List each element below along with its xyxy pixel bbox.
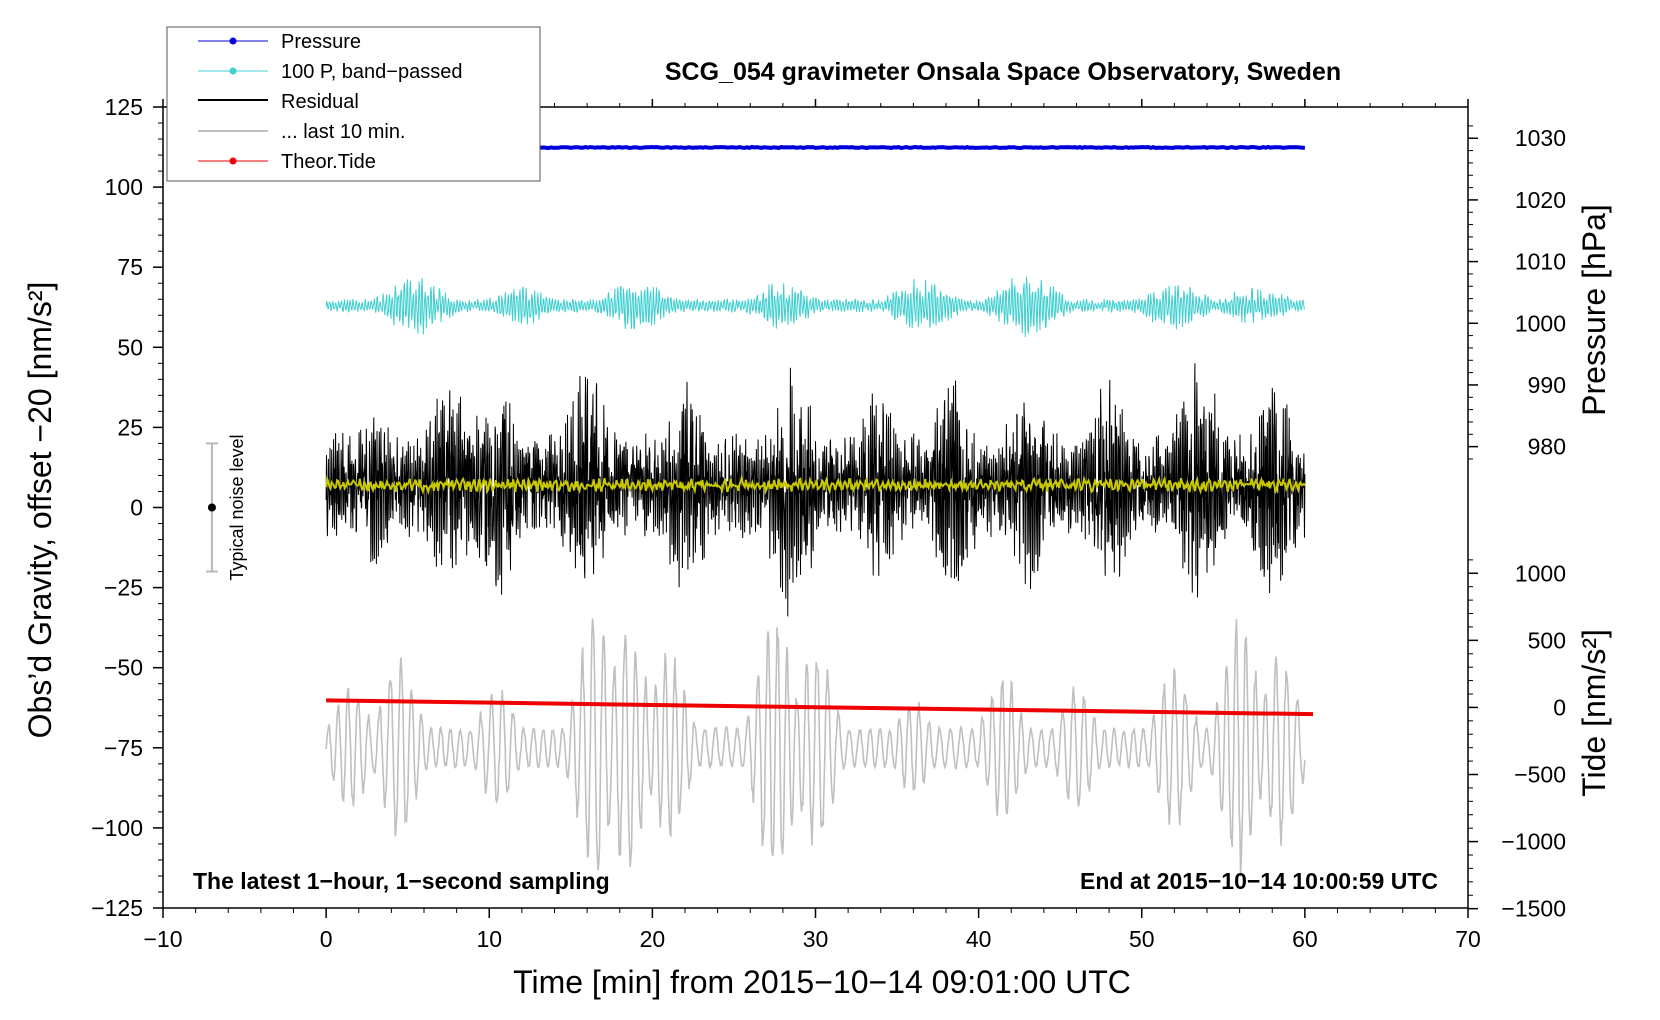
legend-label-bandpassed: 100 P, band−passed <box>281 61 462 83</box>
tide-axis-title: Tide [nm/s²] <box>1576 629 1612 797</box>
series-residual <box>325 363 1306 617</box>
y-axis-title: Obs’d Gravity, offset −20 [nm/s²] <box>22 282 58 739</box>
pressure-tick-label: 1030 <box>1515 125 1566 151</box>
y-tick-label: 125 <box>105 94 143 120</box>
pressure-tick-label: 980 <box>1528 434 1566 460</box>
legend: Pressure 100 P, band−passed Residual ...… <box>166 26 541 182</box>
legend-label-tide: Theor.Tide <box>281 151 376 173</box>
pressure-tick-label: 1020 <box>1515 187 1566 213</box>
annotation-right: End at 2015−10−14 10:00:59 UTC <box>1080 868 1438 894</box>
tide-tick-label: −500 <box>1514 762 1566 788</box>
tide-tick-label: −1500 <box>1501 896 1566 922</box>
x-tick-label: 10 <box>476 926 502 952</box>
series-band-passed-pressure <box>325 276 1306 338</box>
y-tick-label: −100 <box>91 815 143 841</box>
y-tick-label: −125 <box>91 895 143 921</box>
series-smoothed-residual <box>325 474 1306 496</box>
series-theoretical-tide <box>326 698 1314 717</box>
annotation-left: The latest 1−hour, 1−second sampling <box>193 868 610 894</box>
legend-label-last10: ... last 10 min. <box>281 121 406 143</box>
noise-level-indicator: Typical noise level <box>205 434 247 581</box>
y-tick-label: 50 <box>117 334 143 360</box>
pressure-axis-title: Pressure [hPa] <box>1576 204 1612 416</box>
y-tick-label: −50 <box>104 655 143 681</box>
x-tick-label: 70 <box>1455 926 1481 952</box>
y-tick-label: 100 <box>105 174 143 200</box>
x-tick-label: 0 <box>320 926 333 952</box>
y-tick-label: −75 <box>104 735 143 761</box>
series-layer <box>325 144 1314 877</box>
legend-marker-bandpassed <box>229 67 237 75</box>
y-tick-label: 0 <box>130 495 143 521</box>
tide-tick-label: 500 <box>1528 627 1566 653</box>
chart-title: SCG_054 gravimeter Onsala Space Observat… <box>665 58 1341 86</box>
y-tick-label: 25 <box>117 414 143 440</box>
y-tick-label: −25 <box>104 575 143 601</box>
axes-layer: −10 0 10 20 30 40 50 60 70−125−100−75−50−2502550… <box>91 94 1566 952</box>
legend-label-pressure: Pressure <box>281 31 361 53</box>
legend-marker-pressure <box>229 37 237 45</box>
legend-box <box>166 26 541 182</box>
x-tick-label: 60 <box>1292 926 1318 952</box>
legend-label-residual: Residual <box>281 91 359 113</box>
tide-tick-label: −1000 <box>1501 829 1566 855</box>
x-tick-label: 20 <box>640 926 666 952</box>
y-tick-label: 75 <box>117 254 143 280</box>
tide-tick-label: 1000 <box>1515 560 1566 586</box>
x-tick-label: 30 <box>803 926 829 952</box>
tide-tick-label: 0 <box>1553 694 1566 720</box>
pressure-tick-label: 1010 <box>1515 249 1566 275</box>
legend-marker-tide <box>229 157 237 165</box>
x-tick-label: 50 <box>1129 926 1155 952</box>
pressure-tick-label: 1000 <box>1515 310 1566 336</box>
x-axis-title: Time [min] from 2015−10−14 09:01:00 UTC <box>513 964 1131 1000</box>
noise-level-label: Typical noise level <box>227 434 247 580</box>
pressure-tick-label: 990 <box>1528 372 1566 398</box>
x-tick-label: 40 <box>966 926 992 952</box>
x-tick-label: −10 <box>143 926 182 952</box>
series-last-10-min <box>325 618 1306 877</box>
noise-level-center-dot <box>207 503 216 512</box>
